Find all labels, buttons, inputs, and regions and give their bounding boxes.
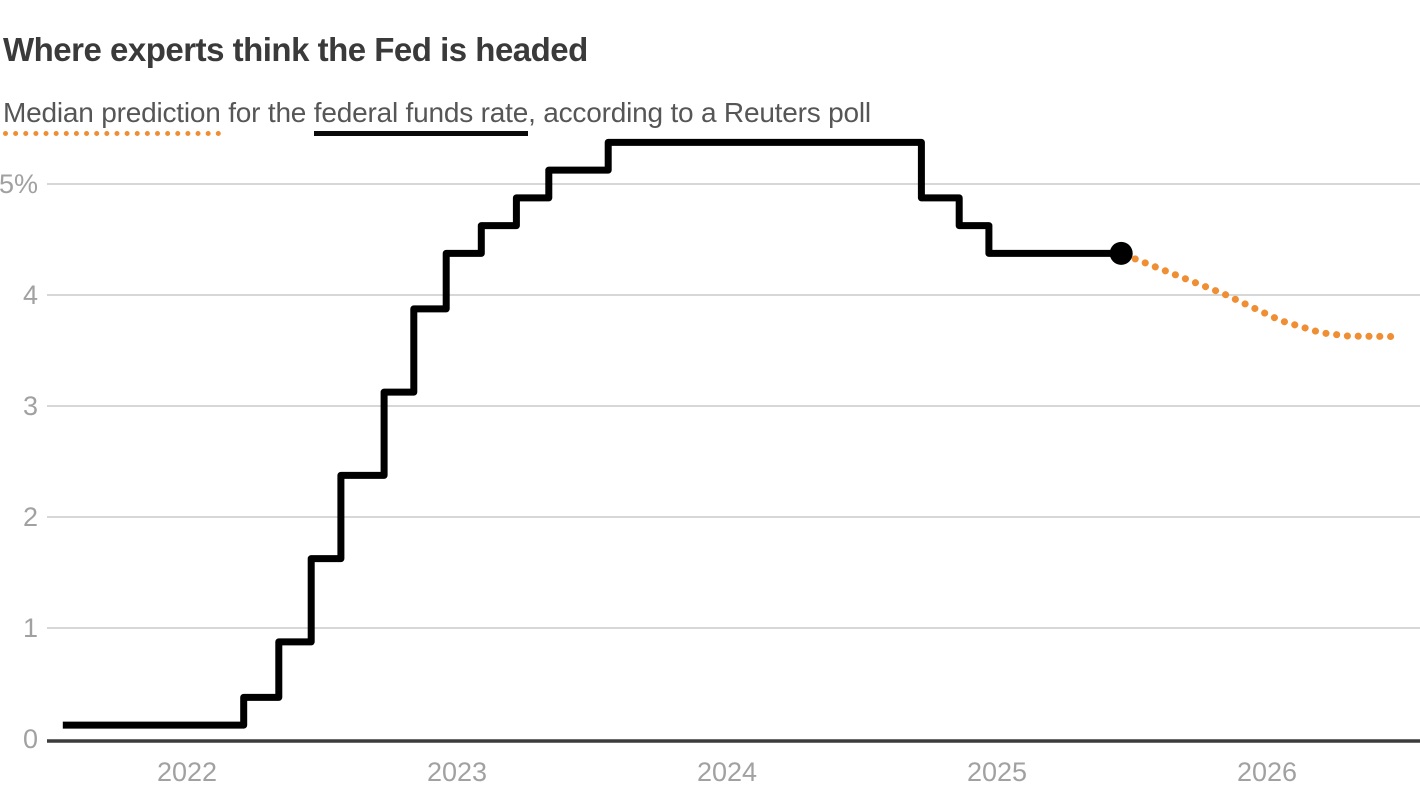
y-axis-label: 3: [23, 391, 38, 421]
x-axis-label: 2025: [967, 757, 1027, 787]
subtitle-text: , according to a Reuters poll: [528, 97, 871, 128]
y-axis-label: 1: [23, 613, 38, 643]
x-axis-label: 2026: [1237, 757, 1297, 787]
subtitle-text: for the: [220, 97, 314, 128]
subtitle-median-prediction-label: Median prediction: [3, 97, 221, 136]
chart-subtitle: Median prediction for the federal funds …: [3, 97, 871, 136]
page-title: Where experts think the Fed is headed: [3, 31, 588, 69]
y-axis-label: 5%: [0, 169, 38, 199]
subtitle-federal-funds-rate-label: federal funds rate: [313, 97, 528, 136]
y-axis-label: 4: [23, 280, 38, 310]
x-axis-label: 2022: [157, 757, 217, 787]
forecast-dotted-line: [1131, 255, 1401, 341]
x-axis-label: 2023: [427, 757, 487, 787]
latest-value-dot: [1109, 241, 1133, 265]
y-axis-label: 2: [23, 502, 38, 532]
x-axis-label: 2024: [697, 757, 757, 787]
y-axis-label: 0: [23, 724, 38, 754]
actual-rate-step-line: [62, 138, 1122, 729]
